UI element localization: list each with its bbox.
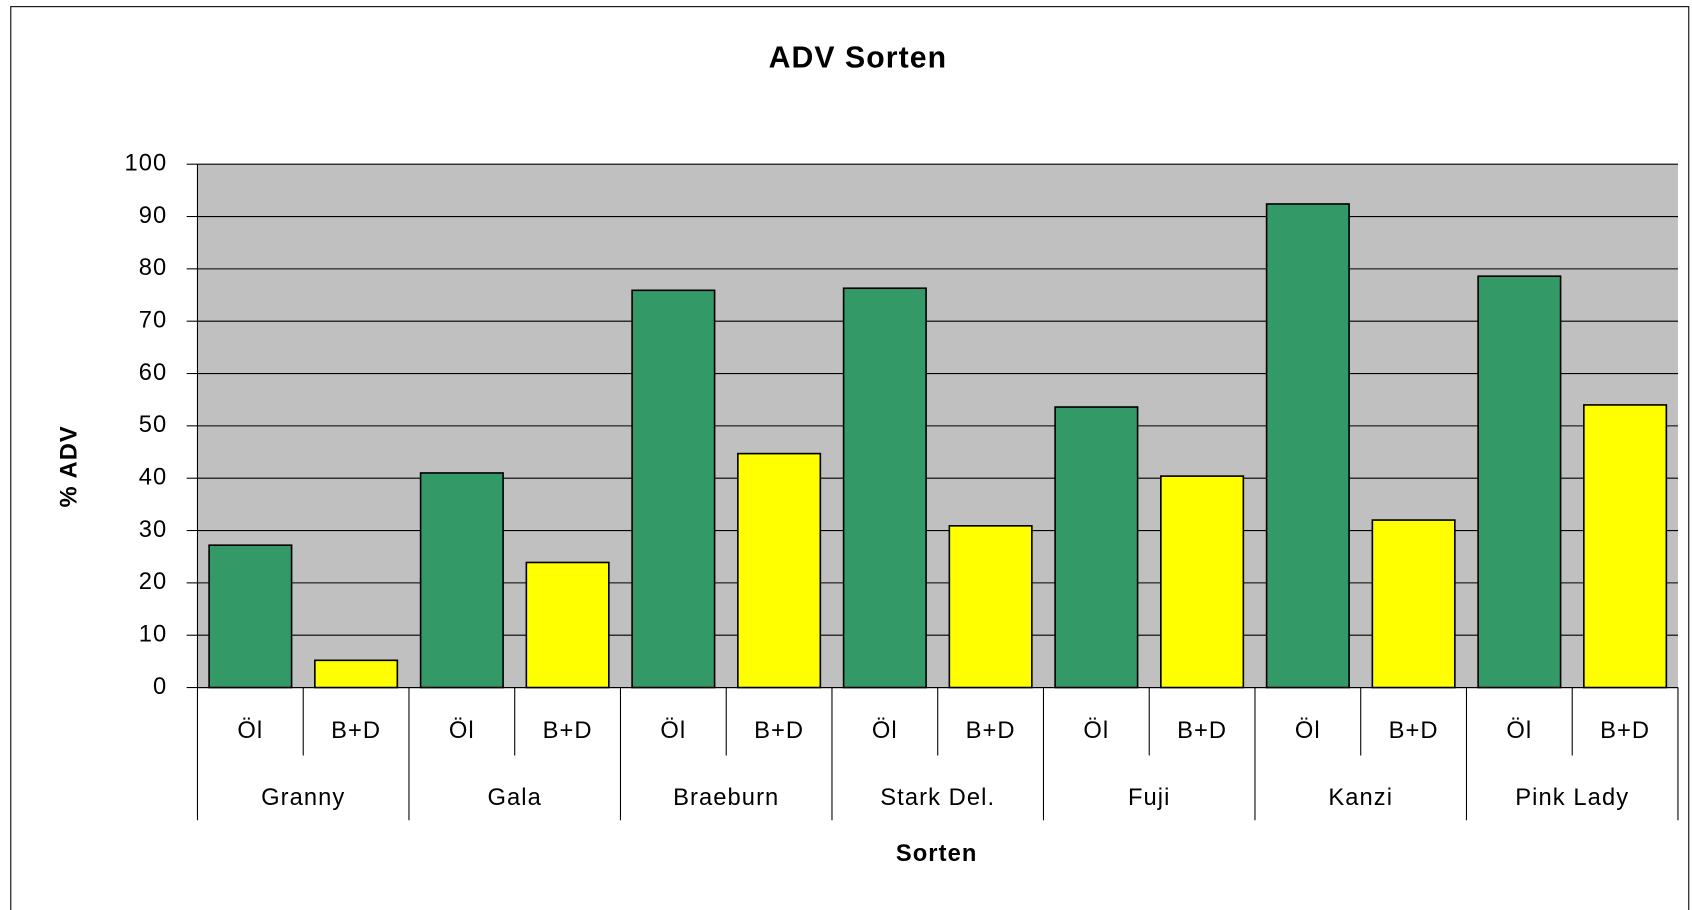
y-tick-label: 10 bbox=[139, 621, 168, 647]
x-tick-label: B+D bbox=[1389, 718, 1439, 744]
bar bbox=[525, 561, 610, 689]
x-tick-label: B+D bbox=[543, 718, 593, 744]
x-tick-label: B+D bbox=[754, 718, 804, 744]
x-tick-label: Öl bbox=[660, 717, 686, 744]
x-tick-label: Öl bbox=[1083, 717, 1109, 744]
x-axis-label: Sorten bbox=[896, 841, 978, 867]
y-tick-label: 20 bbox=[139, 569, 168, 595]
y-tick-label: 60 bbox=[139, 360, 168, 386]
bar bbox=[737, 452, 822, 689]
bar bbox=[1477, 275, 1562, 689]
bar bbox=[1371, 519, 1456, 689]
y-tick-label: 50 bbox=[139, 412, 168, 438]
x-tick-label: Öl bbox=[449, 717, 475, 744]
bar bbox=[842, 287, 927, 689]
x-tick-label: Öl bbox=[1506, 717, 1532, 744]
x-group-label: Stark Del. bbox=[880, 785, 995, 811]
x-group-label: Braeburn bbox=[673, 785, 779, 811]
x-group-label: Granny bbox=[261, 785, 345, 811]
y-axis-label: % ADV bbox=[56, 425, 82, 507]
bar bbox=[948, 525, 1033, 689]
bar bbox=[1160, 475, 1245, 689]
x-group-label: Gala bbox=[488, 785, 542, 811]
x-tick-label: Öl bbox=[237, 717, 263, 744]
x-group-label: Fuji bbox=[1128, 785, 1171, 811]
x-tick-label: Öl bbox=[872, 717, 898, 744]
y-tick-label: 40 bbox=[139, 464, 168, 490]
bar bbox=[419, 472, 504, 689]
bar bbox=[631, 289, 716, 689]
y-tick-label: 0 bbox=[153, 674, 167, 700]
bar bbox=[1265, 203, 1350, 689]
x-tick-label: B+D bbox=[966, 718, 1016, 744]
y-tick-label: 90 bbox=[139, 203, 168, 229]
y-tick-label: 100 bbox=[124, 150, 167, 176]
x-group-label: Pink Lady bbox=[1515, 785, 1629, 811]
x-group-label: Kanzi bbox=[1328, 785, 1393, 811]
y-tick-label: 30 bbox=[139, 517, 168, 543]
bar bbox=[208, 544, 293, 689]
x-tick-label: B+D bbox=[1600, 718, 1650, 744]
x-tick-label: Öl bbox=[1295, 717, 1321, 744]
bar bbox=[1583, 404, 1668, 689]
bar bbox=[1054, 406, 1139, 689]
x-tick-label: B+D bbox=[1177, 718, 1227, 744]
bar bbox=[314, 659, 399, 689]
y-tick-label: 70 bbox=[139, 307, 168, 333]
x-tick-label: B+D bbox=[331, 718, 381, 744]
chart-title: ADV Sorten bbox=[769, 42, 948, 75]
y-tick-label: 80 bbox=[139, 255, 168, 281]
